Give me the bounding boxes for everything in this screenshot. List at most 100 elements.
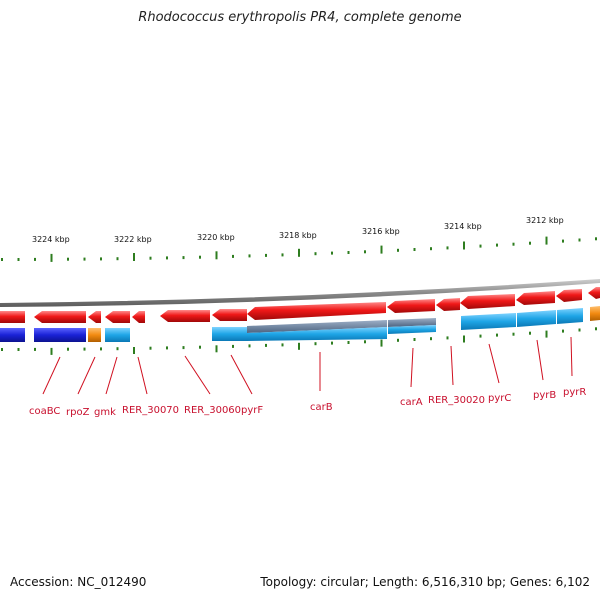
minor-tick [578, 328, 581, 332]
forward-gene-arrow[interactable] [0, 311, 25, 323]
major-tick [133, 347, 135, 354]
gene-label-cara[interactable]: carA [400, 397, 423, 408]
inner-tick-track [1, 327, 597, 355]
reverse-gene-block[interactable] [461, 313, 516, 330]
major-tick [50, 347, 53, 355]
genome-summary-text: Topology: circular; Length: 6,516,310 bp… [260, 575, 590, 589]
minor-tick [331, 341, 333, 345]
forward-gene-arrow[interactable] [160, 310, 210, 322]
reverse-gene-block[interactable] [388, 318, 436, 327]
major-tick [545, 330, 548, 338]
minor-tick [34, 257, 36, 261]
reverse-gene-block[interactable] [247, 320, 387, 333]
kbp-label: 3218 kbp [279, 231, 317, 240]
gene-label-coabc[interactable]: coaBC [29, 406, 60, 417]
reverse-gene-block[interactable] [247, 327, 387, 341]
major-tick [133, 253, 135, 261]
minor-tick [1, 258, 3, 261]
minor-tick [479, 334, 482, 338]
gene-label-pyrc[interactable]: pyrC [488, 393, 511, 404]
forward-gene-arrow[interactable] [132, 311, 145, 323]
minor-tick [116, 347, 119, 351]
minor-tick [265, 343, 267, 347]
forward-gene-arrow[interactable] [105, 311, 130, 323]
kbp-label: 3222 kbp [114, 235, 152, 244]
reverse-gene-block[interactable] [517, 310, 556, 327]
minor-tick [595, 237, 597, 241]
minor-tick [496, 333, 498, 337]
minor-tick [496, 243, 498, 247]
minor-tick [17, 348, 20, 351]
major-tick [380, 339, 383, 347]
forward-gene-arrow[interactable] [436, 298, 460, 311]
gene-label-rpoz[interactable]: rpoZ [66, 407, 90, 418]
forward-gene-arrow[interactable] [247, 302, 386, 320]
gene-label-pyrr[interactable]: pyrR [563, 387, 586, 398]
minor-tick [248, 344, 251, 348]
minor-tick [182, 346, 185, 350]
reverse-gene-block[interactable] [0, 328, 25, 342]
minor-tick [512, 242, 515, 246]
major-tick [463, 241, 465, 250]
minor-tick [166, 256, 168, 260]
forward-gene-arrow[interactable] [212, 309, 247, 321]
gene-label-gmk[interactable]: gmk [94, 407, 116, 418]
forward-gene-arrow[interactable] [34, 311, 86, 323]
minor-tick [347, 251, 350, 254]
gene-label-pyrb[interactable]: pyrB [533, 390, 556, 401]
minor-tick [314, 342, 317, 346]
minor-tick [166, 346, 168, 350]
minor-tick [578, 238, 581, 242]
outer-tick-track [1, 236, 597, 262]
minor-tick [446, 246, 449, 250]
minor-tick [67, 257, 69, 261]
minor-tick [331, 251, 333, 255]
minor-tick [562, 329, 564, 333]
forward-gene-arrow[interactable] [387, 299, 435, 313]
reverse-gene-block[interactable] [212, 327, 247, 341]
gene-label-pyrf[interactable]: pyrF [241, 405, 263, 416]
reverse-gene-block[interactable] [88, 328, 101, 342]
forward-gene-arrow[interactable] [460, 294, 515, 309]
minor-tick [100, 347, 102, 351]
gene-label-leaders [42, 336, 573, 395]
minor-tick [479, 244, 482, 248]
minor-tick [17, 258, 20, 261]
genome-backbone [0, 279, 600, 307]
minor-tick [397, 248, 399, 252]
gene-label-rer-30060[interactable]: RER_30060 [184, 405, 241, 416]
major-tick [50, 253, 53, 262]
minor-tick [199, 345, 201, 349]
gene-label-rer-30020[interactable]: RER_30020 [428, 395, 485, 406]
minor-tick [199, 255, 201, 259]
minor-tick [413, 248, 416, 251]
forward-gene-arrow[interactable] [516, 291, 555, 305]
minor-tick [149, 346, 152, 350]
reverse-gene-block[interactable] [590, 306, 600, 321]
minor-tick [232, 344, 234, 348]
minor-tick [34, 347, 36, 351]
minor-tick [265, 253, 267, 257]
reverse-gene-block[interactable] [557, 308, 583, 324]
minor-tick [232, 254, 234, 258]
minor-tick [281, 343, 284, 347]
reverse-gene-block[interactable] [388, 325, 436, 334]
minor-tick [430, 247, 432, 251]
accession-text: Accession: NC_012490 [10, 575, 147, 589]
gene-label-carb[interactable]: carB [310, 402, 333, 413]
minor-tick [529, 331, 531, 335]
minor-tick [595, 327, 597, 331]
forward-gene-arrow[interactable] [556, 289, 582, 302]
reverse-gene-block[interactable] [34, 328, 86, 342]
genome-title: Rhodococcus erythropolis PR4, complete g… [138, 10, 462, 25]
minor-tick [446, 336, 449, 340]
minor-tick [430, 337, 432, 341]
minor-tick [116, 257, 119, 261]
gene-label-rer-30070[interactable]: RER_30070 [122, 405, 179, 416]
forward-gene-arrow[interactable] [588, 287, 600, 299]
reverse-gene-block[interactable] [105, 328, 130, 342]
minor-tick [397, 338, 399, 342]
minor-tick [512, 332, 515, 336]
forward-gene-arrow[interactable] [88, 311, 101, 323]
